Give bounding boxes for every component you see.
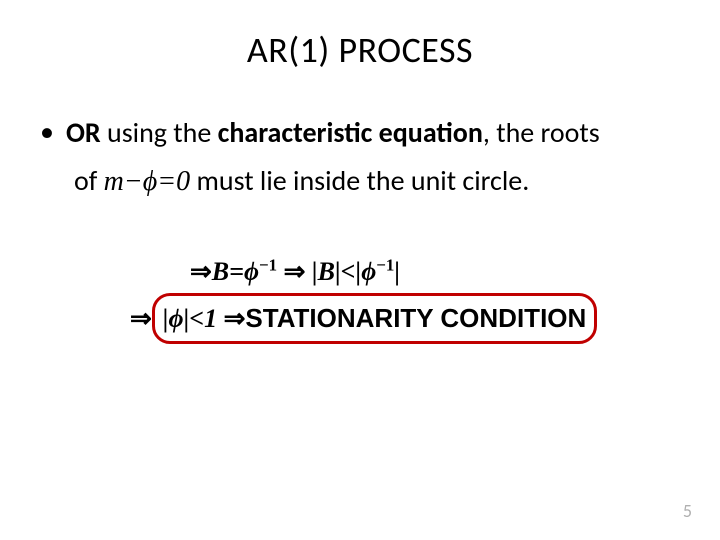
math-line-2: ⇒|ϕ|<1 ⇒STATIONARITY CONDITION (130, 293, 597, 345)
text-char-eq: characteristic equation (218, 115, 483, 150)
arrow-icon-2: ⇒ (284, 256, 306, 286)
text-post2: must lie inside the unit circle. (190, 163, 529, 198)
text-line-1: OR using the characteristic equation, th… (66, 112, 600, 154)
text-of: of (74, 163, 104, 198)
text-line-2: of m−ϕ=0 must lie inside the unit circle… (74, 160, 680, 203)
stationarity-label: STATIONARITY CONDITION (245, 303, 586, 333)
bullet-icon: • (40, 112, 54, 151)
arrow-icon-3: ⇒ (130, 303, 152, 333)
arrow-icon-4: ⇒ (224, 303, 246, 333)
math-sup2: −1 (376, 255, 394, 274)
math-line-1: ⇒B=ϕ−1 ⇒ |B|<|ϕ−1| (190, 251, 680, 293)
math-b-eq: B=ϕ (212, 257, 259, 286)
math-inline: m−ϕ=0 (104, 166, 191, 197)
math-mid: ⇒ |B|<|ϕ (277, 257, 376, 286)
slide: AR(1) PROCESS • OR using the characteris… (0, 0, 720, 540)
math-block: ⇒B=ϕ−1 ⇒ |B|<|ϕ−1| ⇒|ϕ|<1 ⇒STATIONARITY … (130, 251, 680, 344)
text-post1: , the roots (483, 115, 600, 150)
slide-title: AR(1) PROCESS (40, 28, 680, 72)
text-or: OR (66, 115, 101, 150)
math-sup1: −1 (259, 255, 277, 274)
stationarity-box: |ϕ|<1 ⇒STATIONARITY CONDITION (152, 293, 598, 345)
text-mid: using the (101, 115, 218, 150)
slide-number: 5 (683, 500, 692, 522)
math-end-bar: | (394, 257, 400, 286)
bullet-line-1: • OR using the characteristic equation, … (40, 112, 680, 154)
arrow-icon: ⇒ (190, 256, 212, 286)
math-phi-lt1: |ϕ|<1 (163, 304, 224, 333)
